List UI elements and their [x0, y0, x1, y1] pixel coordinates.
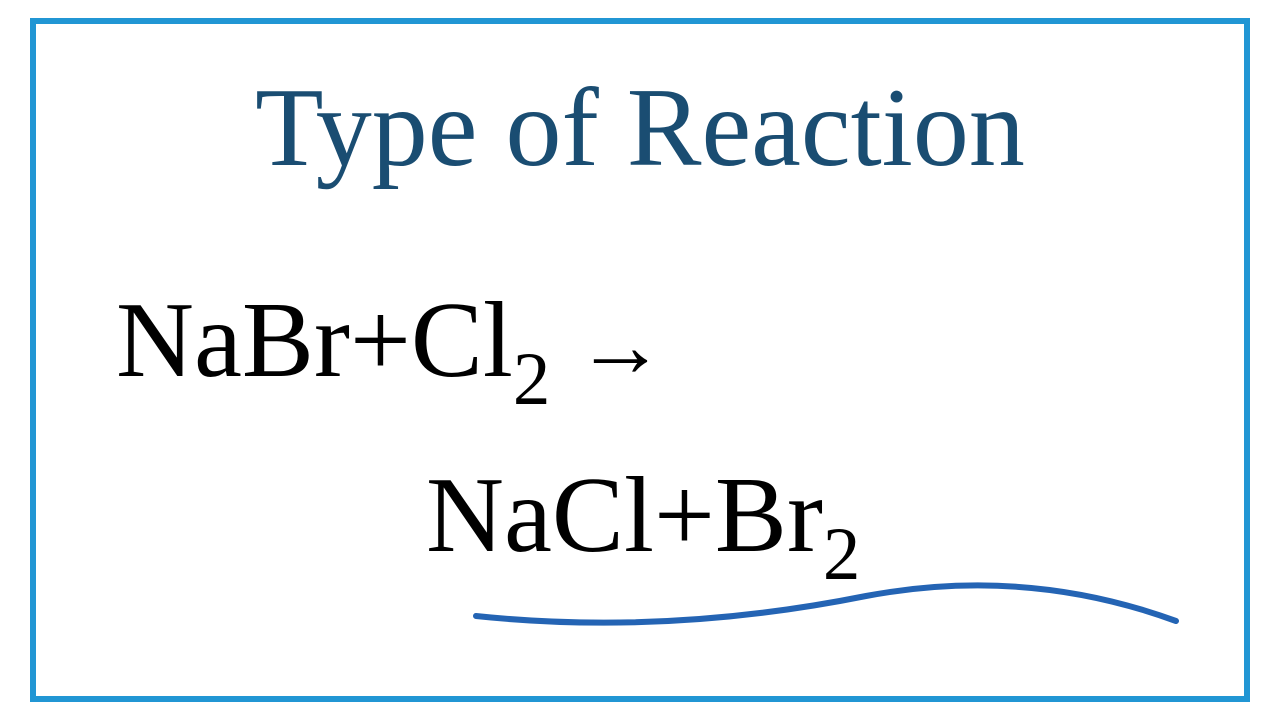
equation-reactants: NaBr + Cl 2 → [116, 279, 665, 403]
content-frame: Type of Reaction NaBr + Cl 2 → NaCl + Br… [30, 18, 1250, 702]
underline-curve-icon [466, 566, 1186, 646]
reactant-nabr: NaBr [116, 279, 350, 403]
reactant-cl-subscript: 2 [513, 337, 551, 423]
curve-path [476, 585, 1176, 622]
equation-products: NaCl + Br 2 [426, 454, 860, 578]
title-text: Type of Reaction [36, 64, 1244, 193]
reactant-cl: Cl [411, 279, 513, 403]
plus-sign-1: + [350, 279, 411, 403]
reaction-arrow-icon: → [575, 295, 665, 398]
plus-sign-2: + [654, 454, 715, 578]
product-nacl: NaCl [426, 454, 654, 578]
product-br: Br [715, 454, 823, 578]
